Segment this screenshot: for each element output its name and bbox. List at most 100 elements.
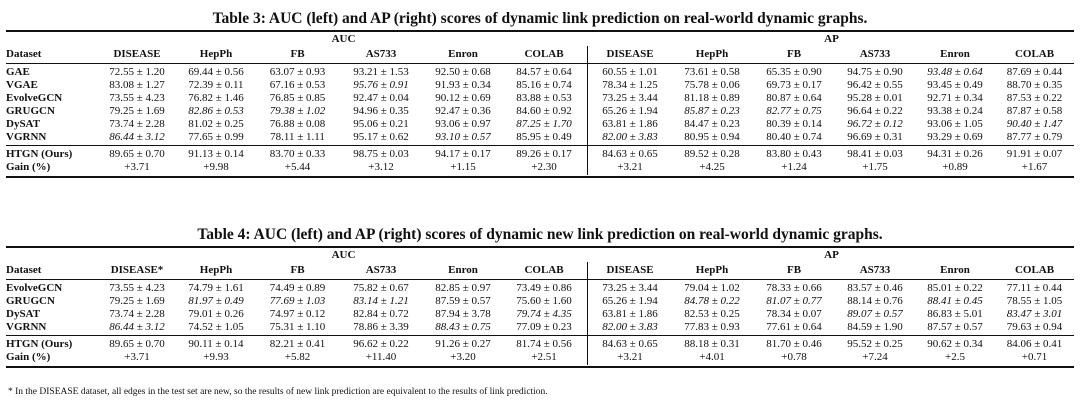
table-cell: 88.18 ± 0.31 <box>684 338 740 350</box>
table-cell: 85.95 ± 0.49 <box>516 131 572 143</box>
table4-caption: Table 4: AUC (left) and AP (right) score… <box>197 226 883 243</box>
table-cell: 92.71 ± 0.34 <box>927 92 983 104</box>
column-header: AS733 <box>859 48 891 60</box>
column-header: FB <box>786 48 802 60</box>
table-cell: 85.01 ± 0.22 <box>927 282 983 294</box>
table-cell: 93.21 ± 1.53 <box>353 66 409 78</box>
column-header: HepPh <box>199 48 233 60</box>
gain-row: Gain (%) +3.71 +9.93 +5.82 +11.40 +3.20 +2.51 +… <box>6 350 1074 364</box>
table-cell: 92.50 ± 0.68 <box>435 66 491 78</box>
body-rule <box>6 145 1074 146</box>
table-cell: 81.18 ± 0.89 <box>684 92 740 104</box>
gain-cell: +5.82 <box>284 351 311 363</box>
table-cell: 82.84 ± 0.72 <box>353 308 409 320</box>
gain-cell: +9.98 <box>203 161 229 173</box>
row-label: Gain (%) <box>6 161 51 173</box>
table-cell: 84.63 ± 0.65 <box>602 148 658 160</box>
header-row: Dataset DISEASE* HepPh FB AS733 Enron COLAB DIS… <box>6 263 1074 277</box>
table-cell: 63.81 ± 1.86 <box>602 308 658 320</box>
row-label: HTGN (Ours) <box>6 148 73 160</box>
table-cell: 98.41 ± 0.03 <box>847 148 903 160</box>
header-rule <box>6 279 1074 280</box>
table-cell: 95.28 ± 0.01 <box>847 92 903 104</box>
row-label: HTGN (Ours) <box>6 338 73 350</box>
table-cell: 74.97 ± 0.12 <box>269 308 326 320</box>
row-label: GRUGCN <box>6 295 55 307</box>
table-cell: 83.08 ± 1.27 <box>109 79 165 91</box>
table-cell: 79.74 ± 4.35 <box>516 308 572 320</box>
table-cell: 78.34 ± 0.07 <box>766 308 822 320</box>
table-row: VGRNN 86.44 ± 3.12 74.52 ± 1.05 75.31 ± 1.1… <box>6 320 1074 334</box>
column-separator <box>587 262 588 365</box>
row-label: EvolveGCN <box>6 92 63 104</box>
gain-cell: +7.24 <box>862 351 888 363</box>
column-header: AS733 <box>859 264 891 276</box>
table-row: GRUGCN 79.25 ± 1.69 81.97 ± 0.49 77.69 ± 1.… <box>6 294 1074 308</box>
table-cell: 87.25 ± 1.70 <box>516 118 572 130</box>
table-cell: 96.62 ± 0.22 <box>353 338 409 350</box>
table-cell: 81.74 ± 0.56 <box>516 338 572 350</box>
table-cell: 89.26 ± 0.17 <box>516 148 572 160</box>
column-header: DISEASE <box>113 48 161 60</box>
table-cell: 89.52 ± 0.28 <box>684 148 740 160</box>
column-header: COLAB <box>1014 264 1055 276</box>
row-label: VGAE <box>6 79 38 91</box>
table-cell: 77.69 ± 1.03 <box>269 295 326 307</box>
row-label: GRUGCN <box>6 105 55 117</box>
table-cell: 76.88 ± 0.08 <box>269 118 326 130</box>
table-cell: 84.47 ± 0.23 <box>684 118 740 130</box>
table-cell: 76.85 ± 0.85 <box>269 92 326 104</box>
table-cell: 75.60 ± 1.60 <box>516 295 572 307</box>
table-cell: 95.76 ± 0.91 <box>353 79 409 91</box>
gain-cell: +9.93 <box>203 351 229 363</box>
table-row: VGRNN 86.44 ± 3.12 77.65 ± 0.99 78.11 ± 1.1… <box>6 130 1074 144</box>
table-cell: 86.44 ± 3.12 <box>109 131 165 143</box>
table-cell: 96.64 ± 0.22 <box>847 105 903 117</box>
table-cell: 69.73 ± 0.17 <box>766 79 822 91</box>
table-cell: 63.07 ± 0.93 <box>269 66 326 78</box>
table-cell: 87.94 ± 3.78 <box>435 308 491 320</box>
gain-cell: +1.24 <box>781 161 807 173</box>
table-cell: 81.07 ± 0.77 <box>766 295 822 307</box>
table-cell: 80.95 ± 0.94 <box>684 131 740 143</box>
group-label-auc: AUC <box>331 33 356 45</box>
table-cell: 75.31 ± 1.10 <box>269 321 326 333</box>
row-label: DySAT <box>6 308 41 320</box>
table-cell: 74.79 ± 1.61 <box>188 282 244 294</box>
gain-cell: +4.25 <box>699 161 725 173</box>
table-cell: 67.16 ± 0.53 <box>269 79 326 91</box>
table-cell: 88.70 ± 0.35 <box>1006 79 1063 91</box>
gain-cell: +1.75 <box>862 161 888 173</box>
table-cell: 91.93 ± 0.34 <box>435 79 491 91</box>
column-header: HepPh <box>695 48 729 60</box>
gain-cell: +2.5 <box>945 351 965 363</box>
table-cell: 79.63 ± 0.94 <box>1006 321 1063 333</box>
table-cell: 73.55 ± 4.23 <box>109 92 165 104</box>
table-cell: 79.01 ± 0.26 <box>188 308 244 320</box>
table-cell: 95.52 ± 0.25 <box>847 338 903 350</box>
table-cell: 79.38 ± 1.02 <box>269 105 326 117</box>
column-header: HepPh <box>199 264 233 276</box>
table-cell: 83.14 ± 1.21 <box>353 295 409 307</box>
table-cell: 90.11 ± 0.14 <box>188 338 244 350</box>
row-label: DySAT <box>6 118 41 130</box>
table-cell: 78.34 ± 1.25 <box>602 79 658 91</box>
table-cell: 73.61 ± 0.58 <box>684 66 740 78</box>
table-cell: 93.38 ± 0.24 <box>927 105 983 117</box>
table-cell: 90.40 ± 1.47 <box>1006 118 1063 130</box>
table-row: GAE 72.55 ± 1.20 69.44 ± 0.56 63.07 ± 0.93 9… <box>6 65 1074 79</box>
table-cell: 90.62 ± 0.34 <box>927 338 983 350</box>
table-cell: 94.75 ± 0.90 <box>847 66 903 78</box>
table-cell: 95.06 ± 0.21 <box>353 118 409 130</box>
table-cell: 84.57 ± 0.64 <box>516 66 572 78</box>
table-cell: 83.80 ± 0.43 <box>766 148 822 160</box>
column-header: DISEASE* <box>110 264 164 276</box>
table-cell: 87.69 ± 0.44 <box>1006 66 1063 78</box>
table-cell: 83.47 ± 3.01 <box>1006 308 1063 320</box>
table-cell: 69.44 ± 0.56 <box>188 66 244 78</box>
table-cell: 77.65 ± 0.99 <box>188 131 244 143</box>
column-header: Enron <box>448 48 478 60</box>
table-cell: 73.55 ± 4.23 <box>109 282 165 294</box>
table-cell: 91.91 ± 0.07 <box>1006 148 1063 160</box>
row-label: VGRNN <box>6 321 47 333</box>
